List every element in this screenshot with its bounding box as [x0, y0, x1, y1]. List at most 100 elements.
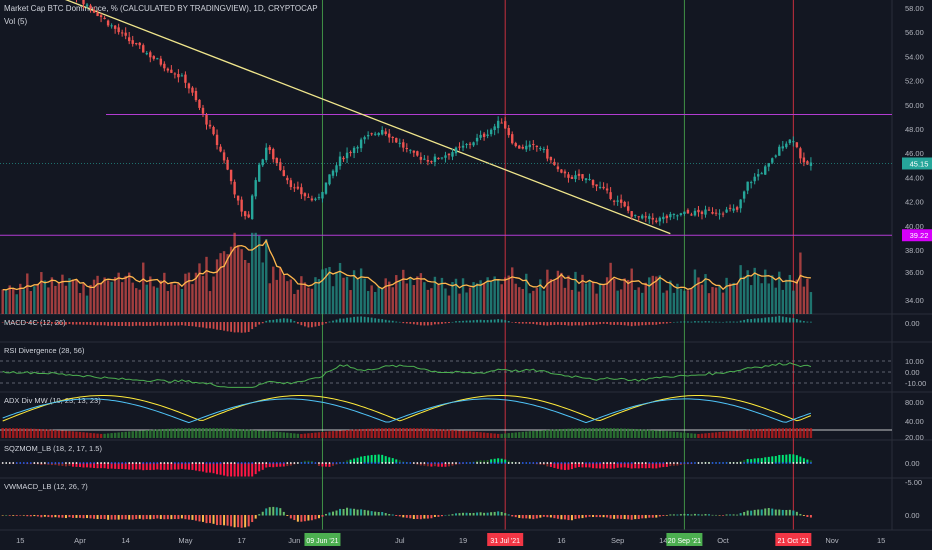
volume-bar [331, 286, 335, 314]
adx-bar [714, 432, 718, 438]
volume-bar [391, 287, 394, 314]
candle-body [795, 142, 799, 148]
volume-bar [511, 267, 514, 314]
candle-body [447, 153, 451, 156]
macd-bar [469, 320, 471, 323]
time-marker-label-3: 21 Oct '21 [777, 538, 809, 545]
sqzmom-dot [679, 462, 682, 464]
sqzmom-bar [282, 463, 285, 467]
volume-bar [12, 288, 15, 314]
volume-bar [250, 232, 254, 314]
volume-bar [655, 276, 658, 314]
macd-bar [802, 321, 805, 323]
volume-bar [300, 276, 303, 314]
macd-bar [437, 322, 440, 325]
vwmacd-bar [117, 515, 120, 520]
macd-bar [93, 322, 95, 326]
adx-bar [665, 431, 669, 438]
volume-bar [310, 288, 314, 314]
sqzmom-dot [451, 462, 454, 464]
candle-body [191, 87, 194, 93]
volume-bar [198, 263, 201, 314]
candle-body [560, 169, 563, 173]
adx-bar [363, 428, 366, 438]
adx-bar [286, 432, 289, 438]
vwmacd-bar [282, 511, 285, 516]
volume-bar [29, 291, 33, 314]
sqzmom-dot [701, 462, 703, 464]
sqzmom-dot [54, 462, 57, 464]
time-axis-tick: 15 [16, 536, 24, 545]
sqzmom-dot [613, 462, 616, 464]
macd-bar [806, 321, 809, 323]
volume-bar [546, 269, 549, 314]
volume-bar [433, 276, 437, 314]
sqzmom-bar [216, 463, 219, 475]
macd-bar [553, 322, 556, 325]
volume-bar [142, 262, 145, 314]
candle-body [173, 73, 177, 75]
vwmacd-bar [342, 508, 345, 516]
sqzmom-dot [163, 462, 166, 464]
macd-bar [423, 322, 426, 326]
volume-bar [634, 289, 637, 314]
adx-bar [595, 428, 598, 438]
candle-body [662, 216, 665, 220]
vwmacd-bar [500, 511, 503, 516]
volume-bar [384, 278, 387, 314]
candle-body [503, 121, 507, 129]
sqzmom-bar [588, 463, 591, 468]
sqzmom-dot [251, 462, 254, 464]
adx-bar [549, 429, 553, 438]
sqzmom-bar [423, 463, 426, 466]
volume-bar [570, 289, 574, 314]
candle-body [753, 176, 756, 182]
candle-body [275, 157, 278, 164]
candle-body [539, 148, 542, 150]
sqzmom-bar [504, 459, 507, 464]
volume-bar [774, 287, 777, 314]
time-marker-label-2: 20 Sep '21 [668, 538, 701, 545]
volume-bar [584, 283, 588, 314]
volume-bar [57, 283, 61, 314]
sqzmom-dot [58, 462, 60, 464]
candle-body [170, 69, 173, 73]
sqzmom-bar [792, 454, 795, 464]
adx-bar [50, 429, 54, 438]
sqzmom-bar [637, 463, 640, 469]
candle-body [672, 213, 676, 215]
candle-body [381, 129, 384, 135]
adx-bar [648, 429, 651, 438]
macd-bar [128, 322, 131, 327]
vwmacd-bar [184, 515, 187, 520]
sqzmom-bar [346, 460, 349, 464]
adx-bar [12, 428, 15, 438]
sqzmom-dot [665, 462, 668, 464]
sqzmom-bar [261, 463, 264, 470]
macd-bar [511, 322, 514, 323]
candle-body [764, 166, 767, 175]
adx-bar [307, 433, 310, 438]
sqzmom-dot [578, 462, 580, 464]
adx-bar [359, 429, 363, 438]
volume-bar [760, 283, 763, 314]
sqzmom-bar [388, 457, 391, 464]
sqzmom-bar [676, 463, 679, 466]
sqzmom-bar [93, 463, 96, 468]
volume-bar [602, 284, 605, 314]
macd-bar [518, 322, 521, 324]
volume-bar [714, 287, 718, 314]
candle-body [377, 133, 380, 136]
macd-bar [261, 322, 264, 324]
vwmacd-bar [729, 514, 732, 516]
adx-axis-tick: 20.00 [905, 433, 924, 442]
sqzmom-bar [152, 463, 155, 470]
adx-bar [567, 428, 570, 438]
sqzmom-bar [317, 463, 320, 466]
vwmacd-bar [609, 515, 612, 519]
adx-line [2, 395, 812, 422]
vwmacd-bar [29, 515, 32, 517]
vwmacd-bar [93, 515, 96, 519]
candle-body [605, 188, 609, 191]
